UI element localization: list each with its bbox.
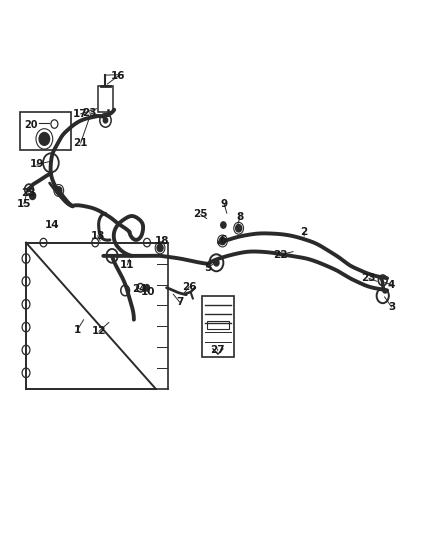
Text: 12: 12 xyxy=(92,326,106,336)
Text: 16: 16 xyxy=(110,71,125,81)
Text: 2: 2 xyxy=(300,227,308,237)
Circle shape xyxy=(157,244,163,252)
Circle shape xyxy=(236,224,242,232)
Text: 8: 8 xyxy=(237,212,244,222)
Circle shape xyxy=(214,260,219,266)
Bar xyxy=(201,296,234,357)
Text: 27: 27 xyxy=(210,345,225,356)
Text: 11: 11 xyxy=(120,260,134,270)
Text: 10: 10 xyxy=(141,287,155,297)
Text: 24: 24 xyxy=(132,284,147,294)
Text: 17: 17 xyxy=(73,109,88,119)
Text: 21: 21 xyxy=(73,138,88,148)
Text: 4: 4 xyxy=(388,280,395,289)
Text: 5: 5 xyxy=(205,263,212,272)
Bar xyxy=(98,86,113,112)
Text: 13: 13 xyxy=(90,231,105,241)
Text: 14: 14 xyxy=(45,220,60,230)
Text: 25: 25 xyxy=(194,209,208,220)
Text: 7: 7 xyxy=(176,297,184,307)
Circle shape xyxy=(56,187,62,194)
Bar xyxy=(207,321,229,329)
Text: 19: 19 xyxy=(30,159,44,169)
Circle shape xyxy=(145,285,150,291)
Text: 3: 3 xyxy=(388,302,395,312)
Bar xyxy=(20,112,71,150)
Circle shape xyxy=(221,222,226,228)
Text: 23: 23 xyxy=(21,188,35,198)
Circle shape xyxy=(219,237,226,245)
Text: 6: 6 xyxy=(220,235,227,245)
Text: 23: 23 xyxy=(361,273,376,283)
Circle shape xyxy=(103,118,108,123)
Text: 18: 18 xyxy=(155,236,170,246)
Text: 26: 26 xyxy=(182,282,197,292)
Text: 9: 9 xyxy=(221,199,228,209)
Text: 20: 20 xyxy=(25,120,38,130)
Circle shape xyxy=(27,187,31,191)
Text: 23: 23 xyxy=(82,108,96,118)
Text: 1: 1 xyxy=(74,325,81,335)
Text: 15: 15 xyxy=(17,199,31,209)
Text: 22: 22 xyxy=(273,250,287,260)
Circle shape xyxy=(39,133,49,146)
Circle shape xyxy=(29,192,35,199)
